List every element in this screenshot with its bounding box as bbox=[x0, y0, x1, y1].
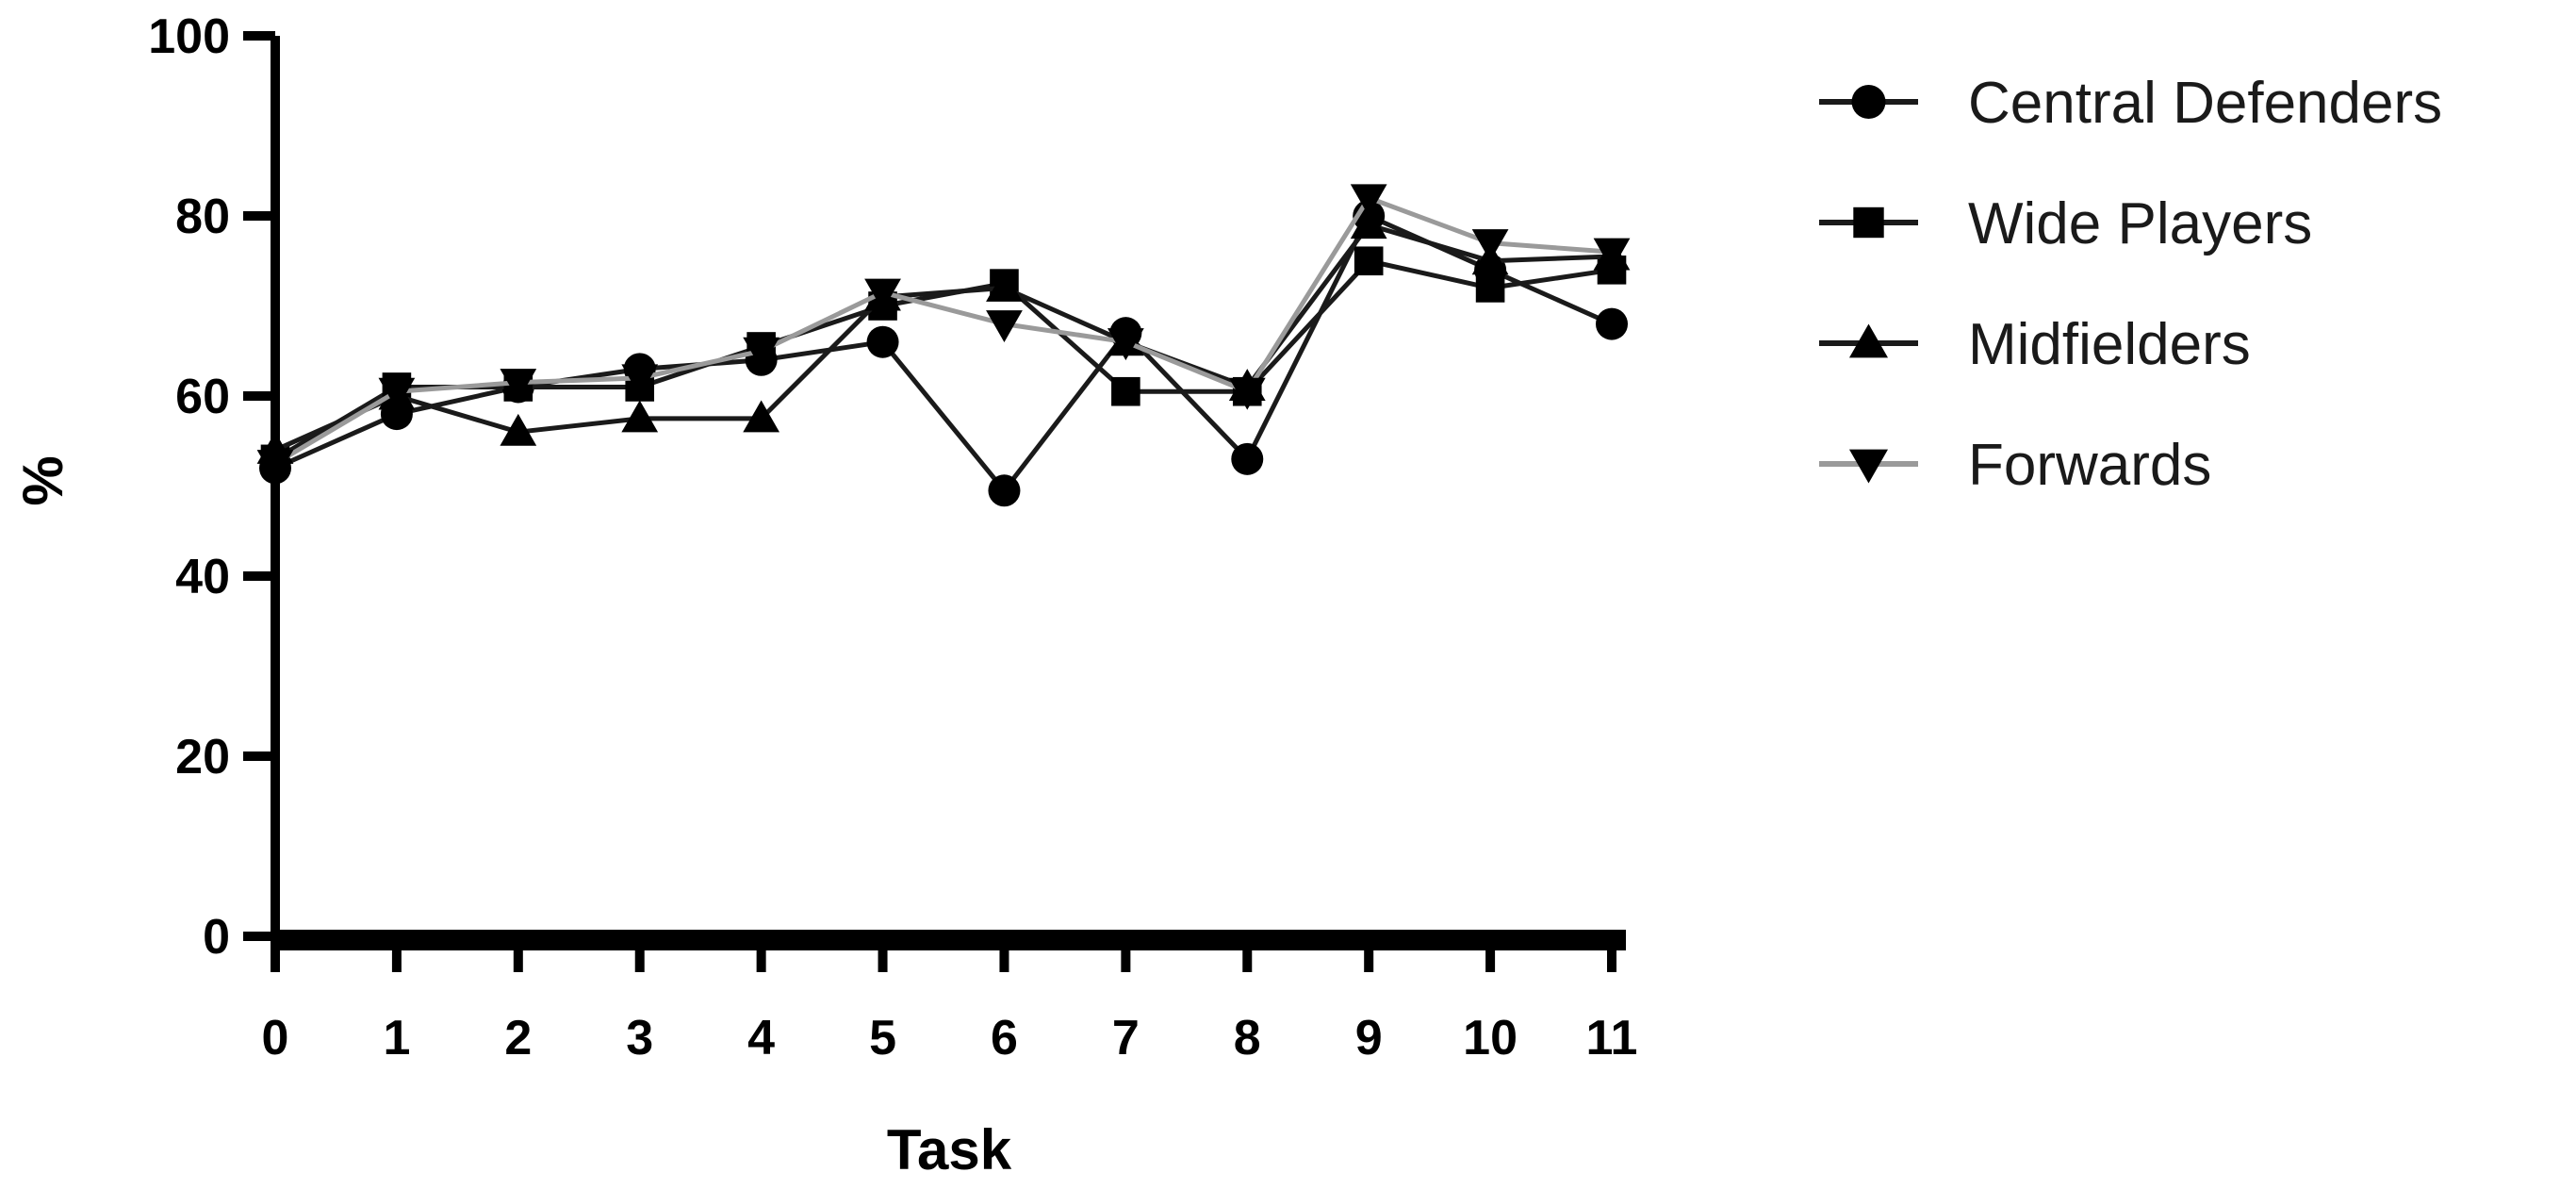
legend-marker bbox=[1848, 449, 1889, 484]
legend-label: Midfielders bbox=[1968, 312, 2251, 377]
x-tick-label: 0 bbox=[262, 1011, 289, 1065]
data-point bbox=[1475, 273, 1505, 303]
axes-layer bbox=[271, 36, 1626, 950]
x-tick-label: 2 bbox=[504, 1011, 532, 1065]
x-axis-title: Task bbox=[887, 1118, 1012, 1181]
data-point bbox=[866, 325, 899, 358]
data-point bbox=[1350, 206, 1387, 239]
data-point bbox=[1354, 246, 1384, 276]
legend-item-wide-players: Wide Players bbox=[1819, 191, 2312, 256]
y-tick-label: 60 bbox=[175, 370, 230, 424]
x-tick-label: 11 bbox=[1586, 1011, 1638, 1065]
x-tick-label: 3 bbox=[626, 1011, 653, 1065]
y-tick-label: 20 bbox=[175, 730, 230, 784]
series-midfielders bbox=[256, 206, 1631, 464]
x-tick-label: 5 bbox=[869, 1011, 896, 1065]
series-line-forwards bbox=[273, 195, 1613, 466]
legend-label: Forwards bbox=[1968, 433, 2211, 498]
data-point bbox=[1231, 442, 1264, 475]
data-point bbox=[500, 369, 537, 402]
data-point bbox=[500, 413, 537, 446]
data-point bbox=[986, 270, 1023, 302]
data-point bbox=[621, 364, 659, 397]
legend-item-forwards: Forwards bbox=[1819, 433, 2211, 498]
series-line-midfielders bbox=[273, 223, 1613, 453]
data-point bbox=[378, 377, 416, 410]
data-point bbox=[1107, 328, 1144, 361]
legend: Central Defenders Wide Players Midfielders… bbox=[1819, 71, 2442, 498]
x-tick-label: 9 bbox=[1355, 1011, 1383, 1065]
series-wide-players bbox=[260, 246, 1627, 474]
y-axis-title: % bbox=[11, 455, 74, 505]
x-tick-label: 4 bbox=[747, 1011, 775, 1065]
data-point bbox=[743, 400, 780, 433]
y-tick-label: 100 bbox=[148, 9, 230, 64]
data-point bbox=[1596, 307, 1628, 340]
series-central-defenders bbox=[259, 200, 1628, 507]
x-tick-label: 6 bbox=[991, 1011, 1018, 1065]
y-tick-label: 80 bbox=[175, 190, 230, 244]
data-point bbox=[743, 337, 780, 370]
data-point bbox=[988, 474, 1021, 507]
x-tick-label: 10 bbox=[1463, 1011, 1518, 1065]
legend-label: Wide Players bbox=[1968, 191, 2312, 256]
data-point bbox=[1350, 184, 1387, 217]
series-line-central-defenders bbox=[273, 213, 1614, 493]
data-point bbox=[1471, 229, 1509, 262]
legend-label: Central Defenders bbox=[1968, 71, 2442, 136]
data-point bbox=[621, 400, 659, 433]
data-point bbox=[1111, 376, 1140, 406]
x-tick-label: 1 bbox=[383, 1011, 410, 1065]
x-axis-bar bbox=[271, 930, 1626, 950]
legend-marker bbox=[1853, 206, 1884, 239]
series-forwards bbox=[256, 184, 1631, 483]
y-tick-label: 40 bbox=[175, 550, 230, 604]
legend-marker bbox=[1848, 323, 1889, 358]
ticks-layer: 0 20 40 60 80 100 0 1 2 3 4 5 6 7 8 9 10 11 bbox=[148, 9, 1637, 1065]
series-layer bbox=[256, 184, 1631, 507]
data-point bbox=[986, 310, 1023, 342]
legend-item-central-defenders: Central Defenders bbox=[1819, 71, 2442, 136]
data-point bbox=[1228, 377, 1266, 410]
data-point bbox=[864, 278, 901, 311]
y-tick-label: 0 bbox=[203, 910, 230, 965]
x-tick-label: 7 bbox=[1112, 1011, 1140, 1065]
x-tick-label: 8 bbox=[1234, 1011, 1261, 1065]
legend-item-midfielders: Midfielders bbox=[1819, 312, 2251, 377]
legend-marker bbox=[1851, 85, 1886, 119]
data-point bbox=[1593, 238, 1631, 271]
